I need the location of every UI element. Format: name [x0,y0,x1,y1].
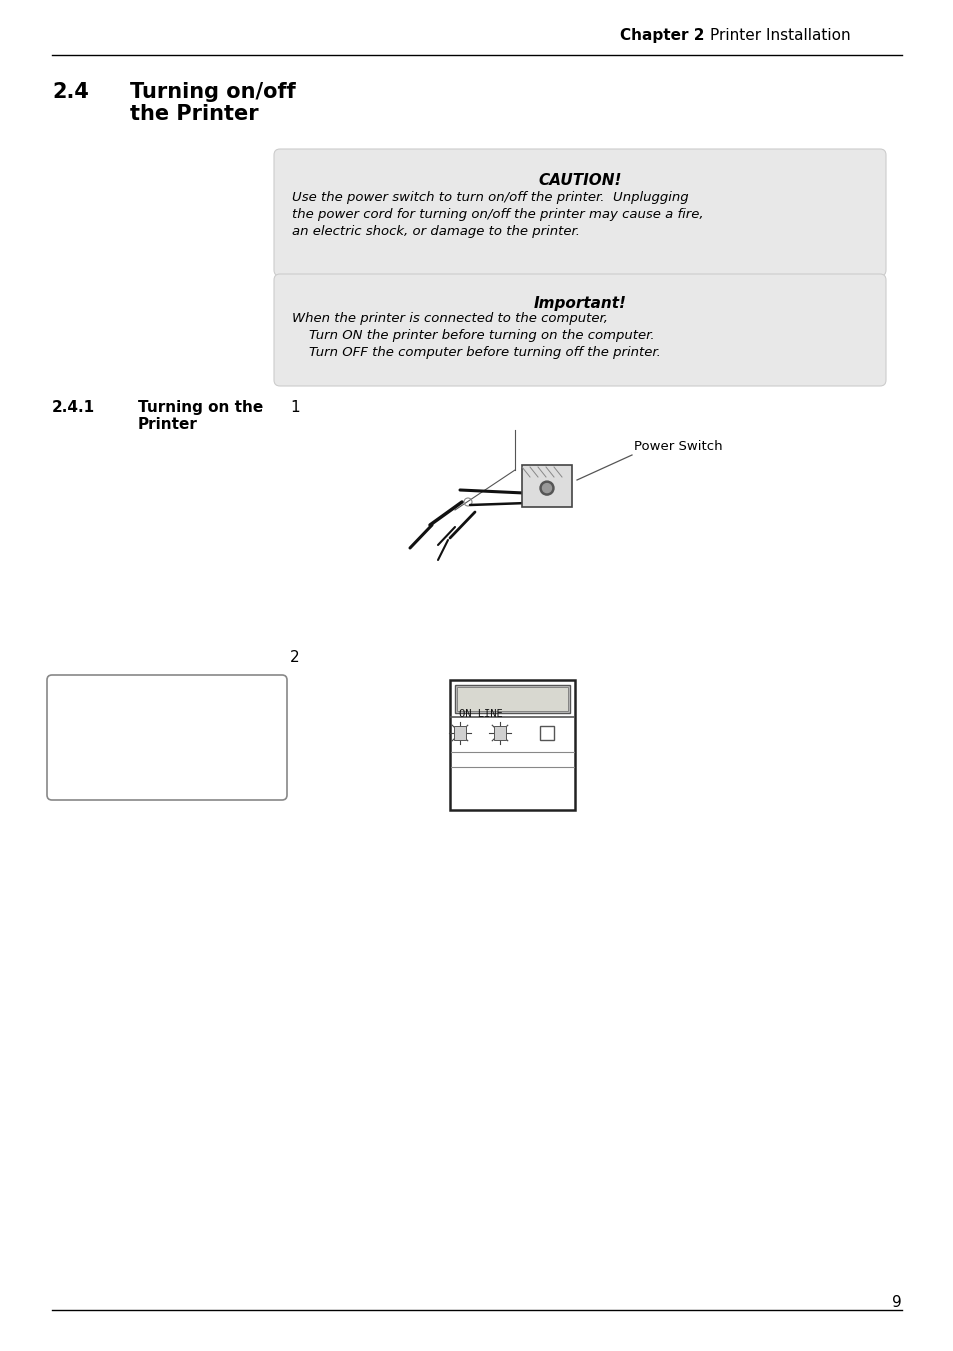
Text: 2.4.1: 2.4.1 [52,400,95,415]
Text: Turn OFF the computer before turning off the printer.: Turn OFF the computer before turning off… [292,346,660,359]
Bar [455,685,569,713]
Text: 9: 9 [891,1296,901,1310]
Text: CAUTION!: CAUTION! [537,173,621,188]
Text: Power Switch: Power Switch [634,440,721,453]
Text: Printer Installation: Printer Installation [709,28,850,43]
Text: Use the power switch to turn on/off the printer.  Unplugging: Use the power switch to turn on/off the … [292,190,688,204]
Circle shape [542,484,551,493]
Bar [494,725,505,740]
Text: Turning on/off: Turning on/off [130,82,295,101]
Bar [521,465,572,507]
FancyBboxPatch shape [274,274,885,386]
FancyBboxPatch shape [47,676,287,800]
Text: Turn ON the printer before turning on the computer.: Turn ON the printer before turning on th… [292,330,654,342]
Bar [454,725,465,740]
Text: When the printer is connected to the computer,: When the printer is connected to the com… [292,312,607,326]
Text: the Printer: the Printer [130,104,258,124]
Text: 1: 1 [290,400,299,415]
Bar [450,680,575,811]
FancyBboxPatch shape [274,149,885,276]
Text: the power cord for turning on/off the printer may cause a fire,: the power cord for turning on/off the pr… [292,208,703,222]
Text: ON LINE: ON LINE [458,709,502,719]
Text: 2.4: 2.4 [52,82,89,101]
Text: an electric shock, or damage to the printer.: an electric shock, or damage to the prin… [292,226,579,238]
Text: 2: 2 [290,650,299,665]
Text: Printer: Printer [138,417,197,432]
Text: Turning on the: Turning on the [138,400,263,415]
Circle shape [539,481,554,494]
Text: Important!: Important! [533,296,626,311]
Text: Chapter 2: Chapter 2 [619,28,703,43]
Bar [539,725,554,740]
Bar [456,688,567,711]
